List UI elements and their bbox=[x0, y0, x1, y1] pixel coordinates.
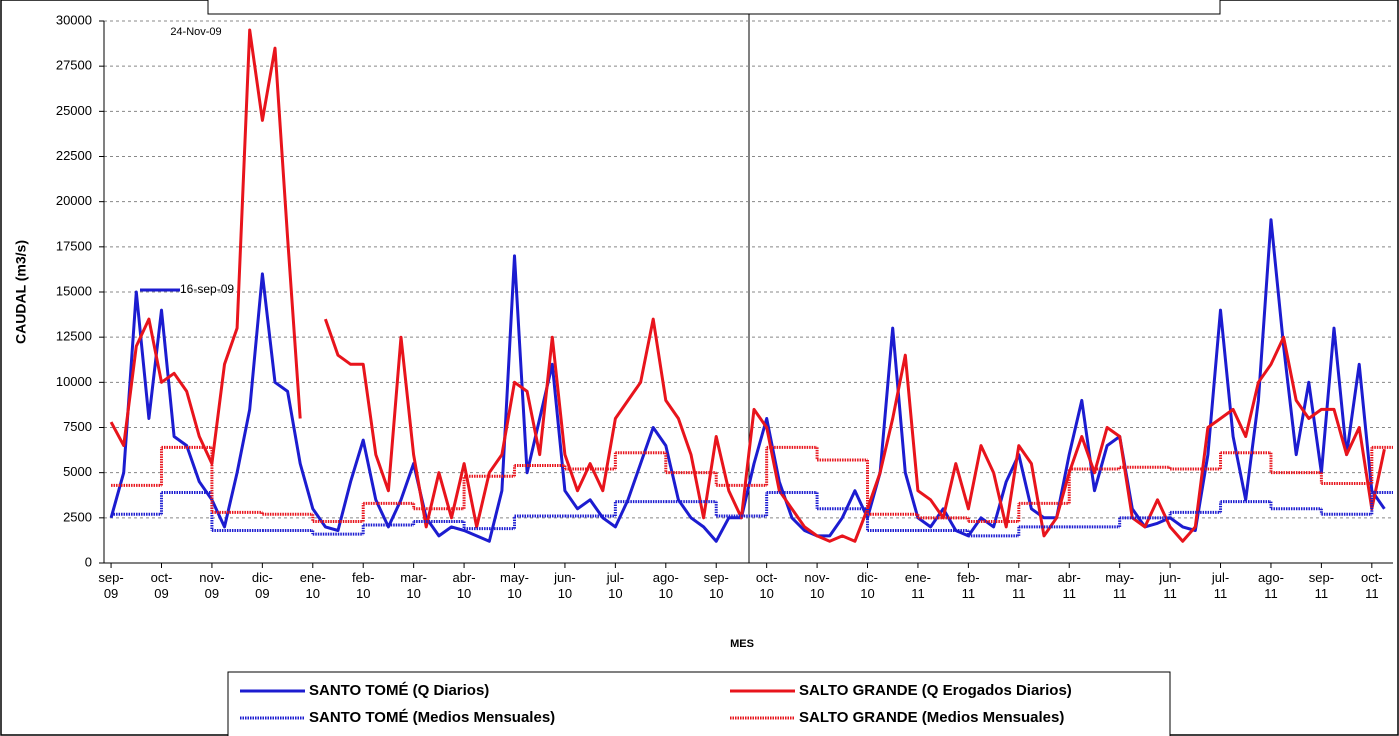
x-tick-label: ago-10 bbox=[653, 570, 679, 601]
x-tick-label: ago-11 bbox=[1258, 570, 1284, 601]
x-tick-label: jul-10 bbox=[606, 570, 624, 601]
y-tick-label: 0 bbox=[85, 554, 92, 569]
x-tick-label: ene-10 bbox=[300, 570, 326, 601]
y-tick-label: 7500 bbox=[63, 419, 92, 434]
y-axis-label: CAUDAL (m3/s) bbox=[13, 240, 29, 344]
x-tick-label: feb-10 bbox=[352, 570, 374, 601]
x-tick-label: sep-10 bbox=[704, 570, 729, 601]
legend-label: SALTO GRANDE (Medios Mensuales) bbox=[799, 709, 1064, 726]
x-tick-label: nov-10 bbox=[804, 570, 829, 601]
x-tick-label: nov-09 bbox=[199, 570, 224, 601]
x-tick-label: sep-11 bbox=[1309, 570, 1334, 601]
y-tick-label: 22500 bbox=[56, 148, 92, 163]
x-tick-label: sep-09 bbox=[98, 570, 123, 601]
x-tick-label: dic-10 bbox=[857, 570, 878, 601]
legend-label: SANTO TOMÉ (Q Diarios) bbox=[309, 682, 489, 699]
annotation: 24-Nov-09 bbox=[170, 26, 221, 38]
x-tick-label: feb-11 bbox=[957, 570, 979, 601]
y-tick-label: 27500 bbox=[56, 58, 92, 73]
y-tick-label: 30000 bbox=[56, 12, 92, 27]
x-tick-label: oct-09 bbox=[151, 570, 173, 601]
y-tick-label: 20000 bbox=[56, 193, 92, 208]
x-axis-label: MES bbox=[730, 638, 754, 650]
y-tick-label: 5000 bbox=[63, 464, 92, 479]
x-tick-label: abr-11 bbox=[1058, 570, 1081, 601]
x-tick-label: may-10 bbox=[500, 570, 529, 601]
title-box bbox=[207, 0, 1221, 15]
y-tick-label: 17500 bbox=[56, 238, 92, 253]
daily-flow-line bbox=[109, 28, 1386, 543]
y-tick-label: 25000 bbox=[56, 103, 92, 118]
y-tick-label: 15000 bbox=[56, 283, 92, 298]
annotation: 16-sep-09 bbox=[180, 282, 234, 296]
legend-label: SALTO GRANDE (Q Erogados Diarios) bbox=[799, 682, 1072, 699]
x-tick-label: oct-11 bbox=[1361, 570, 1383, 601]
y-tick-label: 12500 bbox=[56, 329, 92, 344]
x-tick-label: jun-10 bbox=[553, 570, 576, 601]
x-tick-label: dic-09 bbox=[252, 570, 273, 601]
x-tick-label: mar-11 bbox=[1005, 570, 1032, 601]
y-tick-label: 10000 bbox=[56, 374, 92, 389]
y-tick-label: 2500 bbox=[63, 509, 92, 524]
x-tick-label: jun-11 bbox=[1158, 570, 1181, 601]
x-tick-label: mar-10 bbox=[400, 570, 427, 601]
x-tick-label: may-11 bbox=[1105, 570, 1134, 601]
x-tick-label: oct-10 bbox=[756, 570, 778, 601]
legend-box bbox=[227, 671, 1171, 736]
x-tick-label: ene-11 bbox=[905, 570, 931, 601]
x-tick-label: jul-11 bbox=[1211, 570, 1229, 601]
daily-flow-line bbox=[109, 218, 1386, 543]
legend-label: SANTO TOMÉ (Medios Mensuales) bbox=[309, 709, 555, 726]
x-tick-label: abr-10 bbox=[453, 570, 476, 601]
